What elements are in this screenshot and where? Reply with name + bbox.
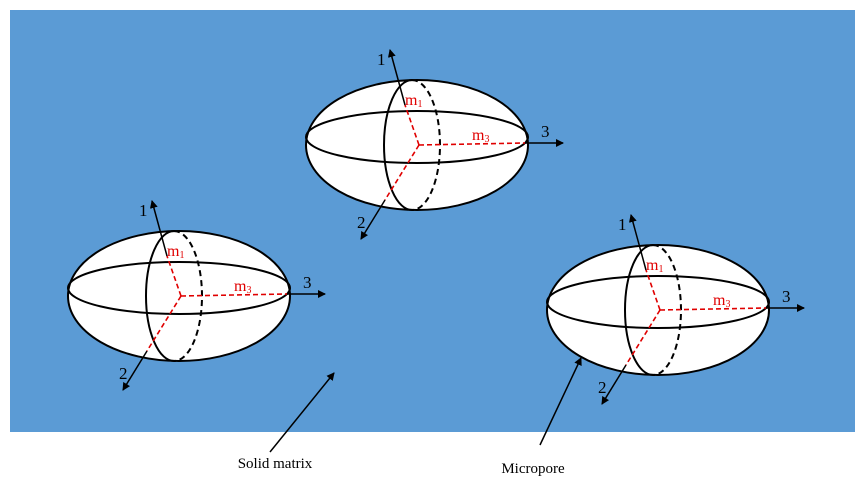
axis-label: 1 bbox=[377, 50, 386, 69]
semi-axis-subscript: 3 bbox=[484, 134, 489, 145]
axis-label: 2 bbox=[598, 378, 607, 397]
axis-label: 2 bbox=[357, 213, 366, 232]
semi-axis-subscript: 3 bbox=[725, 299, 730, 310]
label-micropore: Micropore bbox=[501, 461, 565, 477]
semi-axis-symbol: m bbox=[472, 127, 485, 144]
label-solid-matrix: Solid matrix bbox=[238, 456, 313, 472]
semi-axis-subscript: 1 bbox=[417, 99, 422, 110]
semi-axis-symbol: m bbox=[405, 92, 418, 109]
semi-axis-subscript: 1 bbox=[658, 264, 663, 275]
page: {"ellipsoids": [ {"axis_labels": ["1", "… bbox=[0, 0, 855, 481]
axis-label: 3 bbox=[782, 287, 791, 306]
semi-axis-symbol: m bbox=[646, 257, 659, 274]
axis-label: 1 bbox=[139, 201, 148, 220]
semi-axis-subscript: 3 bbox=[246, 285, 251, 296]
diagram: Solid matrix Micropore 123m1m3123m1m3123… bbox=[0, 0, 855, 481]
semi-axis-subscript: 1 bbox=[179, 250, 184, 261]
axis-label: 3 bbox=[303, 273, 312, 292]
axis-label: 3 bbox=[541, 122, 550, 141]
axis-label: 1 bbox=[618, 215, 627, 234]
semi-axis-symbol: m bbox=[234, 278, 247, 295]
axis-label: 2 bbox=[119, 364, 128, 383]
semi-axis-symbol: m bbox=[713, 292, 726, 309]
semi-axis-symbol: m bbox=[167, 243, 180, 260]
